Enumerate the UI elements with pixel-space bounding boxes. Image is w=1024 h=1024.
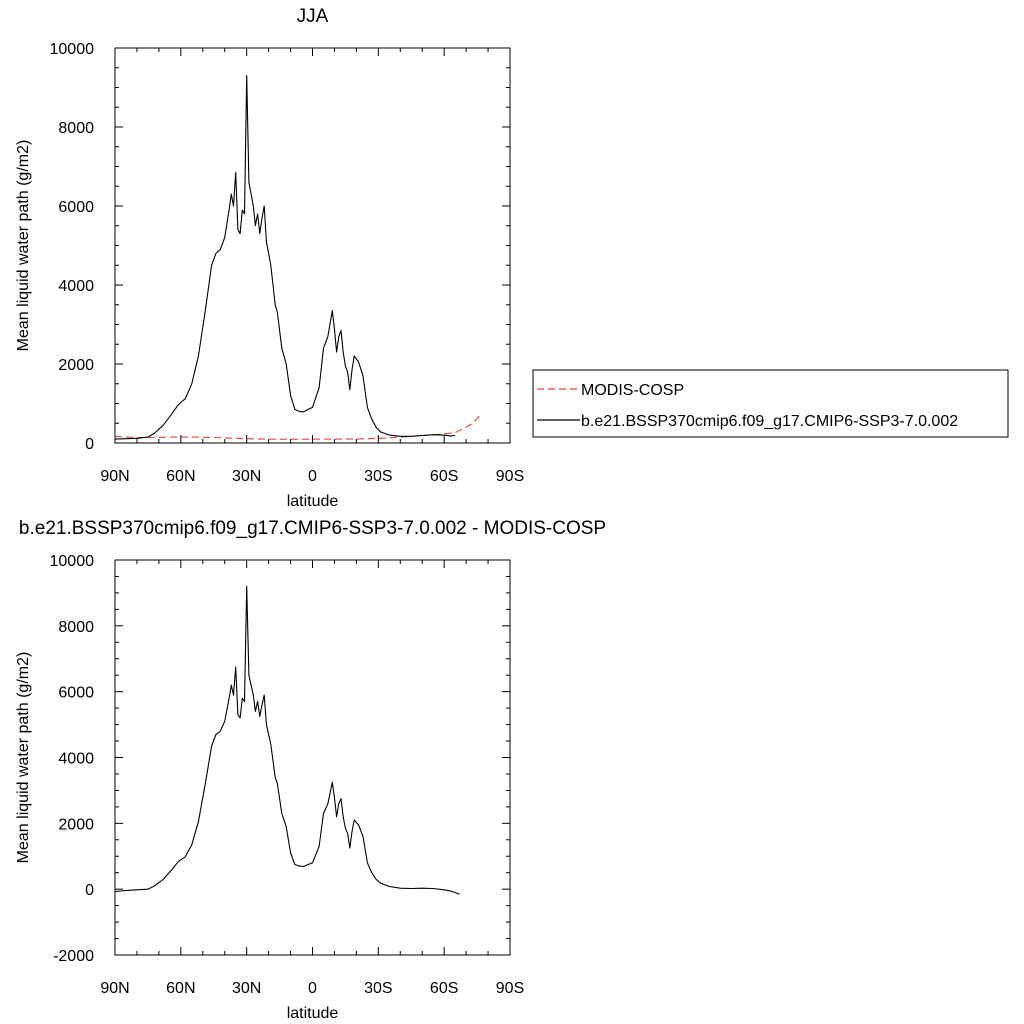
x-tick-label: 90S bbox=[496, 980, 524, 997]
x-axis-label: latitude bbox=[287, 493, 339, 510]
series-line-1 bbox=[114, 75, 456, 440]
x-tick-label: 60S bbox=[430, 468, 458, 485]
legend: MODIS-COSP b.e21.BSSP370cmip6.f09_g17.CMI… bbox=[532, 369, 1009, 438]
x-tick-label: 60S bbox=[430, 980, 458, 997]
x-tick-label: 0 bbox=[308, 468, 317, 485]
y-axis-label: Mean liquid water path (g/m2) bbox=[15, 652, 32, 864]
x-tick-label: 30S bbox=[364, 468, 392, 485]
x-tick-label: 0 bbox=[308, 980, 317, 997]
y-tick-label: 8000 bbox=[58, 120, 94, 137]
x-tick-label: 60N bbox=[166, 468, 195, 485]
x-tick-label: 30S bbox=[364, 980, 392, 997]
y-tick-label: 10000 bbox=[50, 553, 95, 570]
y-tick-label: 0 bbox=[85, 882, 94, 899]
legend-entry: b.e21.BSSP370cmip6.f09_g17.CMIP6-SSP3-7.… bbox=[581, 413, 958, 430]
series-line-0 bbox=[114, 585, 460, 895]
y-tick-label: 6000 bbox=[58, 685, 94, 702]
y-tick-label: 6000 bbox=[58, 199, 94, 216]
chart-title: b.e21.BSSP370cmip6.f09_g17.CMIP6-SSP3-7.… bbox=[19, 518, 606, 539]
y-tick-label: 4000 bbox=[58, 278, 94, 295]
y-tick-label: 2000 bbox=[58, 357, 94, 374]
y-tick-label: 10000 bbox=[50, 41, 95, 58]
y-tick-label: 8000 bbox=[58, 619, 94, 636]
panel-top: JJA 0 2000 4000 6000 8000 10000 90N 60N 30N 0 30S 60… bbox=[15, 6, 524, 510]
panel-bottom: b.e21.BSSP370cmip6.f09_g17.CMIP6-SSP3-7.… bbox=[15, 518, 606, 1022]
y-axis-label: Mean liquid water path (g/m2) bbox=[15, 140, 32, 352]
plot-frame bbox=[114, 47, 511, 444]
legend-box bbox=[532, 369, 1009, 438]
y-tick-label: 2000 bbox=[58, 816, 94, 833]
x-tick-label: 30N bbox=[232, 468, 261, 485]
y-tick-label: 0 bbox=[85, 436, 94, 453]
chart-title: JJA bbox=[297, 6, 329, 27]
x-axis-label: latitude bbox=[287, 1005, 339, 1022]
x-tick-label: 90N bbox=[100, 468, 129, 485]
x-tick-label: 30N bbox=[232, 980, 261, 997]
plot-frame bbox=[114, 559, 511, 956]
x-tick-label: 90S bbox=[496, 468, 524, 485]
y-tick-label: -2000 bbox=[53, 948, 94, 965]
y-tick-label: 4000 bbox=[58, 751, 94, 768]
x-tick-label: 60N bbox=[166, 980, 195, 997]
x-tick-label: 90N bbox=[100, 980, 129, 997]
legend-entry: MODIS-COSP bbox=[581, 382, 684, 399]
